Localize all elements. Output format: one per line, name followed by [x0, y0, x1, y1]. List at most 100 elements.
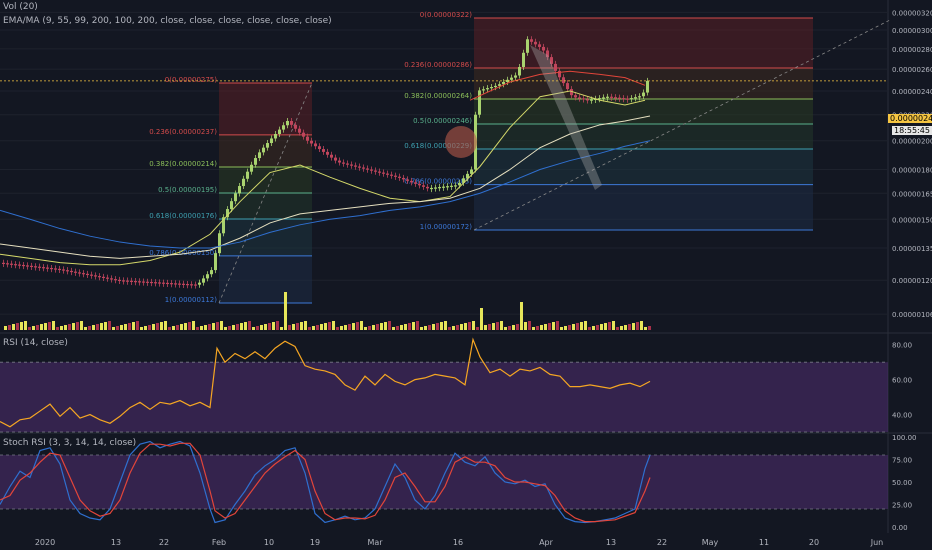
volume-bar — [68, 324, 71, 330]
volume-bar — [632, 323, 635, 330]
candle-body — [238, 186, 241, 194]
volume-bar — [468, 322, 471, 330]
volume-bar — [324, 323, 327, 330]
candle-body — [78, 272, 81, 274]
time-tick-label: Apr — [539, 538, 554, 547]
volume-bar — [340, 326, 343, 330]
candle-body — [590, 99, 593, 101]
candle-body — [214, 253, 217, 271]
fib-level-label: 0.5(0.00000195) — [158, 186, 217, 194]
volume-bar — [24, 321, 27, 330]
volume-bar — [52, 321, 55, 330]
price-tick-label: 0.00000135 — [892, 245, 932, 253]
candle-body — [30, 265, 33, 268]
candle-body — [194, 284, 197, 286]
stoch-rsi-legend[interactable]: Stoch RSI (3, 3, 14, 14, close) — [3, 438, 137, 448]
price-tick-label: 0.00000150 — [892, 216, 932, 224]
rsi-pane: 80.00 60.00 40.00 — [0, 337, 912, 433]
candle-body — [150, 281, 153, 284]
fib-zone — [219, 255, 312, 303]
volume-bar — [500, 321, 503, 330]
volume-bar — [644, 327, 647, 330]
candle-body — [362, 167, 365, 169]
volume-bar — [156, 323, 159, 330]
volume-bar — [564, 326, 567, 330]
candle-body — [482, 89, 485, 91]
volume-bar — [380, 323, 383, 330]
volume-bar — [304, 321, 307, 330]
candle-body — [514, 75, 517, 78]
volume-bar — [364, 327, 367, 330]
time-axis[interactable]: 2020 13 22 Feb 10 19 Mar 16 Apr 13 22 May 11 20 Jun — [35, 538, 883, 547]
stoch-tick-label: 25.00 — [892, 502, 912, 510]
volume-bar — [472, 321, 475, 330]
volume-bar — [248, 321, 251, 330]
price-tick-label: 0.00000240 — [892, 88, 932, 96]
candle-body — [578, 97, 581, 99]
volume-bar — [316, 325, 319, 330]
candle-body — [594, 98, 597, 101]
candle-body — [326, 151, 329, 155]
candle-body — [630, 98, 633, 100]
candle-body — [386, 173, 389, 175]
time-tick-label: 11 — [759, 538, 769, 547]
price-tick-label: 0.00000180 — [892, 167, 932, 175]
candle-body — [406, 179, 409, 181]
volume-bar — [256, 326, 259, 330]
volume-bar — [440, 322, 443, 330]
volume-bar — [376, 324, 379, 330]
volume-bar — [416, 321, 419, 330]
volume-bar — [32, 326, 35, 330]
volume-bar — [384, 322, 387, 330]
candle-body — [94, 275, 97, 277]
candle-body — [178, 283, 181, 285]
volume-bar — [592, 326, 595, 330]
candle-body — [558, 70, 561, 78]
time-tick-label: 2020 — [35, 538, 55, 547]
volume-bar — [396, 326, 399, 330]
candle-body — [254, 158, 257, 165]
volume-bar — [320, 324, 323, 330]
volume-bar — [300, 322, 303, 330]
volume-bar — [624, 325, 627, 330]
volume-bar — [28, 327, 31, 330]
current-price-badge: 0.00000249 — [888, 114, 932, 123]
candle-body — [234, 193, 237, 202]
candle-body — [570, 89, 573, 96]
candle-body — [370, 169, 373, 171]
volume-bar — [572, 324, 575, 330]
candle-body — [262, 147, 265, 153]
candle-body — [294, 124, 297, 129]
stoch-line — [0, 440, 651, 524]
candle-body — [534, 41, 537, 45]
candle-body — [358, 166, 361, 168]
candle-body — [6, 263, 9, 265]
volume-bar — [212, 323, 215, 330]
volume-bar — [360, 321, 363, 330]
volume-bar — [56, 327, 59, 330]
volume-bar — [84, 327, 87, 330]
volume-bar — [160, 322, 163, 330]
volume-bar — [136, 321, 139, 330]
vol-legend[interactable]: Vol (20) — [3, 2, 38, 12]
candle-body — [54, 268, 57, 270]
volume-bar — [408, 323, 411, 330]
candle-body — [554, 63, 557, 71]
volume-bar — [112, 327, 115, 330]
candle-body — [502, 82, 505, 85]
stoch-line — [0, 442, 651, 523]
ema-ma-legend[interactable]: EMA/MA (9, 55, 99, 200, 100, 200, close,… — [3, 16, 332, 26]
candle-body — [138, 281, 141, 283]
candle-body — [614, 97, 617, 99]
volume-bar — [336, 327, 339, 330]
highlight-circle — [445, 126, 477, 158]
chart-drawings[interactable] — [0, 45, 888, 190]
candle-body — [378, 171, 381, 173]
rsi-legend[interactable]: RSI (14, close) — [3, 338, 68, 348]
time-tick-label: 13 — [111, 538, 121, 547]
fibonacci-retracement-2[interactable]: 0(0.00000322) 0.236(0.00000286) 0.382(0.00… — [404, 11, 891, 231]
candle-body — [426, 186, 429, 189]
candle-body — [22, 264, 25, 267]
volume-bar — [288, 325, 291, 330]
